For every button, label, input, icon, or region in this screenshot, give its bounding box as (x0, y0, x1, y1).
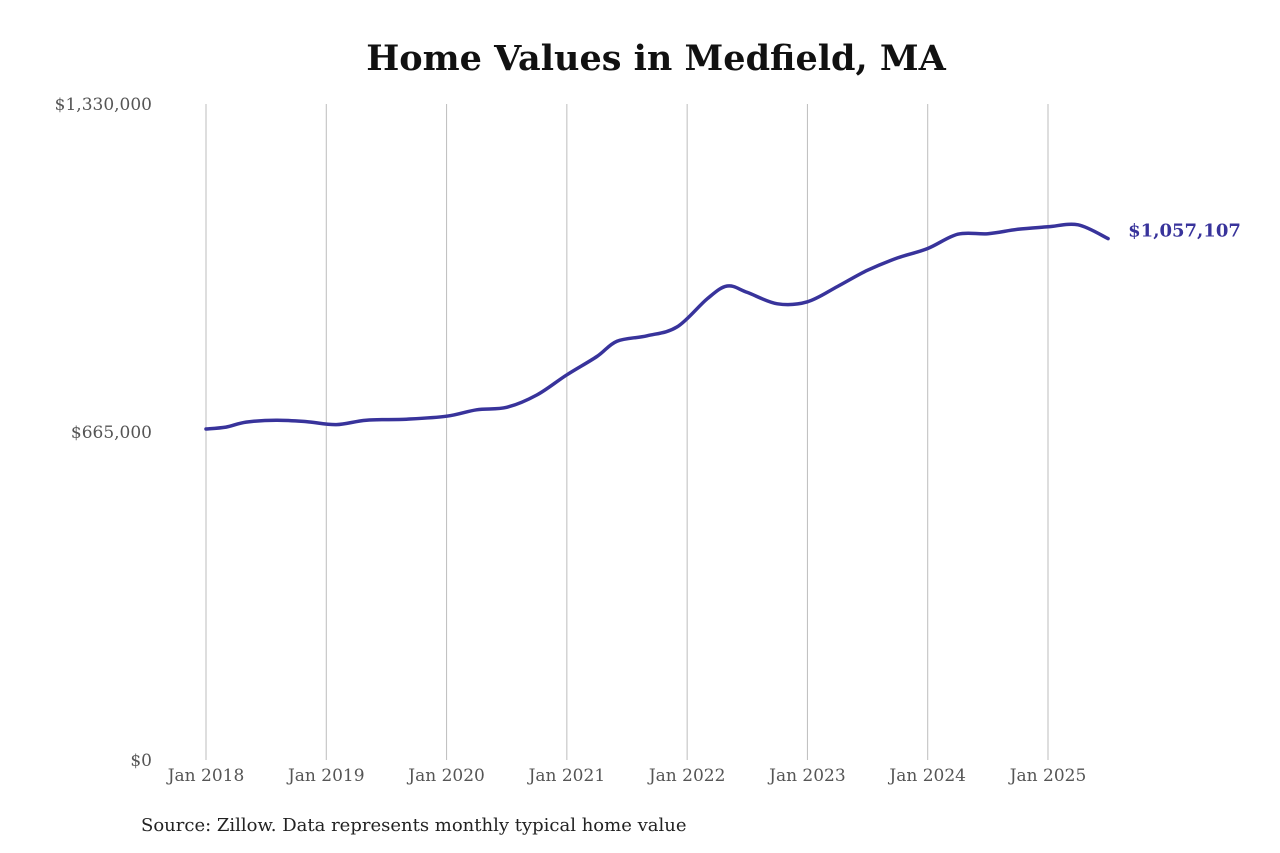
x-axis-ticks: Jan 2018 Jan 2019 Jan 2020 Jan 2021 Jan 2022… (166, 766, 1087, 786)
x-tick-label-jan-2018: Jan 2018 (166, 766, 245, 786)
end-value-label: $1,057,107 (1128, 221, 1241, 242)
series-layer: $1,057,107 (204, 221, 1241, 431)
x-tick-label-jan-2023: Jan 2023 (767, 766, 846, 786)
y-tick-label-665-000: $665,000 (71, 423, 152, 443)
y-tick-label-0: $0 (130, 751, 152, 771)
x-tick-label-jan-2021: Jan 2021 (527, 766, 606, 786)
x-tick-label-jan-2025: Jan 2025 (1008, 766, 1087, 786)
chart-title: Home Values in Medfield, MA (366, 38, 946, 79)
x-tick-label-jan-2024: Jan 2024 (887, 766, 966, 786)
y-tick-label-1-330-000: $1,330,000 (55, 95, 152, 115)
x-tick-label-jan-2020: Jan 2020 (406, 766, 485, 786)
source-note: Source: Zillow. Data represents monthly … (141, 815, 687, 836)
x-tick-label-jan-2019: Jan 2019 (286, 766, 365, 786)
x-tick-label-jan-2022: Jan 2022 (647, 766, 726, 786)
y-axis-ticks: $0 $665,000 $1,330,000 (55, 95, 152, 771)
series-line-0 (204, 222, 1110, 431)
gridlines (205, 104, 1049, 760)
